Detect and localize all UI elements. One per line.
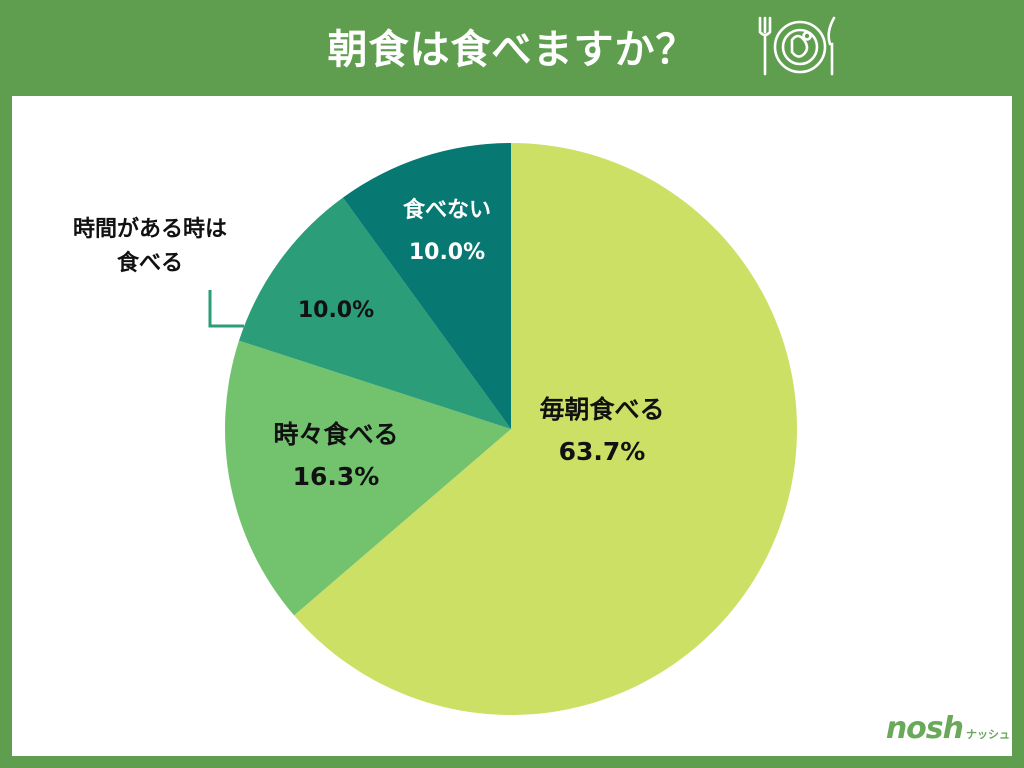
header: 朝食は食べますか？ <box>0 0 1024 96</box>
pie-slice-3 <box>239 197 511 429</box>
brand-sub: ナッシュ <box>966 728 1010 741</box>
plate-cutlery-icon <box>752 14 842 84</box>
slice-value-label-3: 10.0% <box>298 298 374 323</box>
slice-value-label-1: 63.7% <box>559 437 646 466</box>
slice-name-label-2: 時々食べる <box>273 420 398 449</box>
chart-title: 朝食は食べますか？ <box>327 27 697 73</box>
chart-panel: 毎朝食べる 63.7% 時々食べる 16.3% 10.0% 時間がある時は 食べる 食べない 1… <box>12 96 1012 756</box>
slice-name-label-1: 毎朝食べる <box>539 395 664 424</box>
slice-name-label-3-line-2: 食べる <box>117 250 183 276</box>
pie-slice-1 <box>294 143 798 716</box>
brand-logo: nosh ナッシュ <box>886 711 1010 746</box>
slice-name-label-3-line-1: 時間がある時は <box>73 216 227 242</box>
leader-line <box>208 290 244 328</box>
pie-slice-4 <box>342 143 511 429</box>
pie-slice-2 <box>225 340 512 616</box>
slice-value-label-4: 10.0% <box>409 240 485 265</box>
brand-name: nosh <box>885 711 964 746</box>
slice-name-label-4: 食べない <box>403 197 491 223</box>
slice-value-label-2: 16.3% <box>293 462 380 491</box>
